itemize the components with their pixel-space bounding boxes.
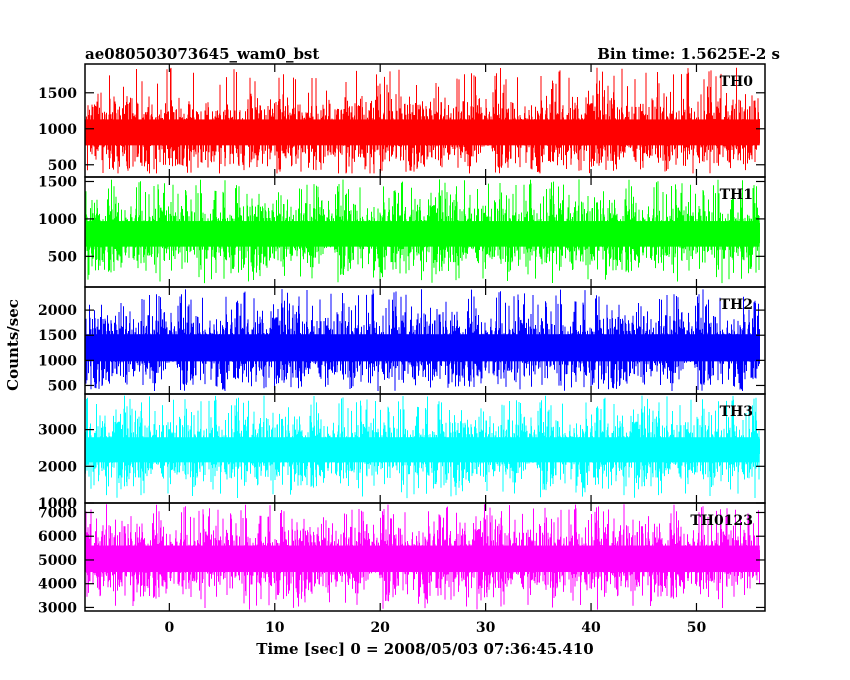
y-tick-label: 1000 xyxy=(38,496,77,512)
y-tick-label: 1500 xyxy=(38,328,77,344)
y-tick-label: 3000 xyxy=(38,600,77,616)
panel-label-th0: TH0 xyxy=(720,74,754,90)
panel-th0: 500 1000 1500 TH0 xyxy=(38,63,766,178)
y-tick-label: 2000 xyxy=(38,459,77,475)
y-tick-label: 5000 xyxy=(38,553,77,569)
y-tick-label: 1500 xyxy=(38,86,77,102)
series-line-th2 xyxy=(84,289,760,391)
y-tick-label: 4000 xyxy=(38,577,77,593)
y-tick-label: 1500 xyxy=(38,174,77,190)
panel-th3: 1000 2000 3000 TH3 xyxy=(38,393,766,512)
chart-title-right: Bin time: 1.5625E-2 s xyxy=(597,45,780,63)
panel-label-th3: TH3 xyxy=(720,404,753,420)
panel-th2: 500 1000 1500 2000 TH2 xyxy=(38,286,766,395)
y-tick-label: 7000 xyxy=(38,505,77,521)
x-tick-label: 0 xyxy=(164,620,174,636)
series-line-th3 xyxy=(84,395,760,499)
x-axis: 0 10 20 30 40 50 xyxy=(164,620,706,636)
x-axis-title: Time [sec] 0 = 2008/05/03 07:36:45.410 xyxy=(256,640,593,658)
panel-label-th0123: TH0123 xyxy=(690,513,753,529)
y-tick-label: 500 xyxy=(48,378,77,394)
y-tick-label: 1000 xyxy=(38,212,77,228)
x-tick-label: 50 xyxy=(687,620,707,636)
y-tick-label: 6000 xyxy=(38,529,77,545)
y-tick-label: 500 xyxy=(48,249,77,265)
panel-th0123: 3000 4000 5000 6000 7000 TH0123 xyxy=(38,502,766,616)
series-line-th1 xyxy=(84,179,760,284)
y-tick-label: 2000 xyxy=(38,303,77,319)
chart-title-left: ae080503073645_wam0_bst xyxy=(85,45,319,63)
panel-frame xyxy=(84,502,766,612)
y-tick-label: 500 xyxy=(48,158,77,174)
x-tick-label: 20 xyxy=(370,620,390,636)
panels-group: 500 1000 1500 TH0 500 1000 1500 TH1 500 1000 1500 2… xyxy=(38,63,766,616)
y-axis-title: Counts/sec xyxy=(4,299,22,391)
y-tick-label: 3000 xyxy=(38,423,77,439)
panel-label-th2: TH2 xyxy=(720,297,753,313)
x-tick-label: 40 xyxy=(581,620,601,636)
series-line-th0123 xyxy=(84,504,760,610)
panel-label-th1: TH1 xyxy=(720,187,753,203)
x-tick-label: 30 xyxy=(476,620,496,636)
y-tick-label: 1000 xyxy=(38,122,77,138)
y-tick-label: 1000 xyxy=(38,353,77,369)
panel-th1: 500 1000 1500 TH1 xyxy=(38,174,766,288)
x-tick-label: 10 xyxy=(265,620,285,636)
